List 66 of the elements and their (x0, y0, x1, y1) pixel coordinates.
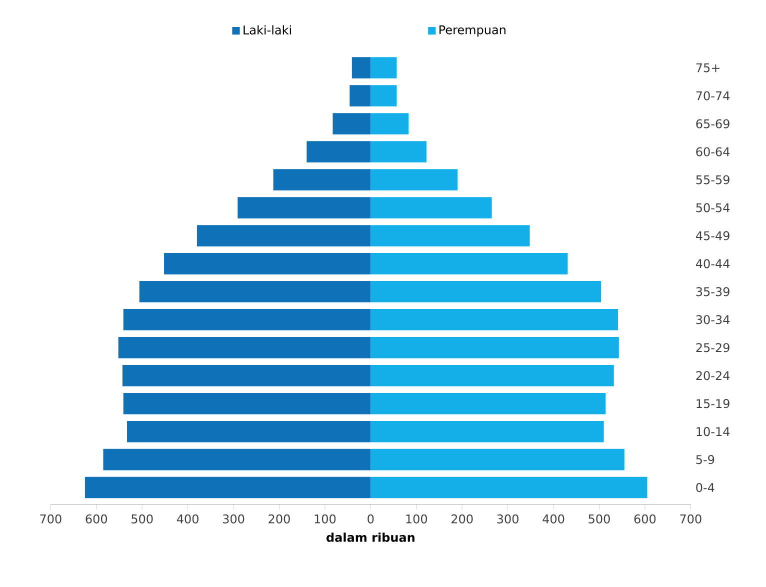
bar (123, 392, 371, 414)
y-tick-label: 45-49 (696, 231, 730, 240)
bar (370, 141, 426, 162)
bar (164, 253, 371, 274)
y-tick-label: 75+ (696, 63, 720, 72)
x-tick-label: 200 (452, 514, 473, 524)
y-tick-label: 25-29 (696, 343, 730, 352)
bar (273, 169, 371, 190)
bar (370, 253, 568, 274)
bar (306, 141, 371, 162)
legend-label: Perempuan (440, 25, 506, 37)
x-tick-label: 700 (40, 514, 62, 524)
bar (332, 113, 371, 134)
x-tick-label: 600 (86, 514, 108, 524)
bar (238, 197, 371, 218)
bar (196, 225, 371, 246)
x-tick-label: 300 (497, 514, 518, 524)
x-tick-label: 300 (222, 514, 244, 524)
bar (370, 281, 602, 302)
bar (139, 281, 371, 302)
bar (123, 309, 371, 330)
x-tick-label: 400 (542, 514, 564, 524)
bar (370, 113, 409, 134)
bar (370, 448, 624, 470)
y-tick-label: 30-34 (696, 315, 730, 324)
x-tick-label: 200 (268, 514, 290, 524)
bar (127, 420, 371, 442)
bar (370, 197, 492, 218)
y-tick-label: 65-69 (696, 119, 730, 128)
y-tick-label: 60-64 (696, 147, 730, 156)
bar (370, 364, 614, 386)
y-tick-label: 10-14 (696, 427, 730, 436)
bar (103, 448, 371, 470)
y-tick-label: 0-4 (696, 483, 714, 492)
bar (370, 57, 397, 78)
y-tick-label: 20-24 (696, 371, 730, 380)
x-tick-label: 500 (132, 514, 153, 524)
y-tick-label: 35-39 (696, 287, 730, 296)
bar (370, 392, 606, 414)
bar (122, 364, 371, 386)
x-axis-title: dalam ribuan (326, 532, 414, 542)
bar (370, 420, 604, 442)
bar (352, 57, 371, 78)
x-tick-label: 500 (588, 514, 610, 524)
bar (370, 476, 648, 498)
bar (84, 476, 371, 498)
bar (370, 309, 618, 330)
x-tick-label: 700 (680, 514, 702, 524)
bar (370, 169, 458, 190)
x-tick-label: 100 (314, 514, 336, 524)
bar (370, 337, 619, 358)
bar (370, 225, 530, 246)
y-tick-label: 55-59 (696, 175, 730, 184)
bar (370, 85, 397, 106)
x-tick-label: 100 (406, 514, 428, 524)
legend-label: Laki-laki (244, 25, 291, 35)
y-tick-label: 50-54 (696, 203, 730, 212)
bar (350, 85, 371, 106)
x-tick-label: 0 (368, 514, 374, 524)
bar (118, 337, 371, 358)
x-tick-label: 400 (176, 514, 198, 524)
x-tick-label: 600 (634, 514, 656, 524)
y-tick-label: 70-74 (696, 91, 730, 100)
y-tick-label: 5-9 (696, 455, 714, 464)
y-tick-label: 15-19 (696, 399, 730, 408)
y-tick-label: 40-44 (696, 259, 730, 268)
